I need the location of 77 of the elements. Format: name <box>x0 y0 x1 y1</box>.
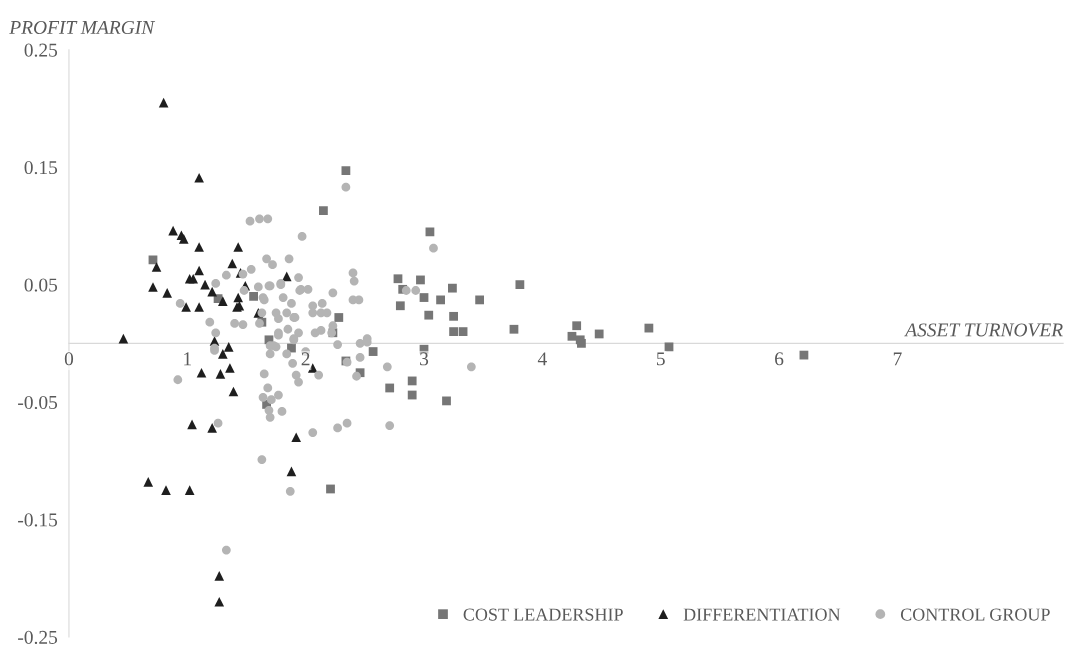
point <box>442 396 451 406</box>
point <box>194 302 204 312</box>
point <box>233 242 244 252</box>
y-axis-title: PROFIT MARGIN <box>9 20 156 35</box>
point <box>196 367 207 378</box>
point <box>385 383 395 393</box>
x-tick-label: 5 <box>656 352 665 366</box>
point <box>188 273 199 284</box>
point <box>194 172 204 183</box>
y-tick-label: -0.25 <box>18 630 58 644</box>
point <box>184 485 195 495</box>
point <box>207 423 217 433</box>
point <box>225 363 235 373</box>
point <box>291 432 301 443</box>
point <box>151 262 162 272</box>
point <box>194 265 204 276</box>
point <box>449 327 458 336</box>
x-tick-label: 6 <box>775 352 784 366</box>
point <box>178 234 189 244</box>
point <box>425 227 435 237</box>
point <box>326 484 335 494</box>
point <box>664 342 674 352</box>
y-tick-label: -0.05 <box>18 395 58 410</box>
point <box>233 292 244 303</box>
point <box>148 282 158 292</box>
point <box>449 311 458 321</box>
x-tick-label: 1 <box>184 352 191 366</box>
point <box>281 271 292 282</box>
point <box>227 258 238 269</box>
legend-label: COST LEADERSHIP <box>463 608 623 621</box>
point <box>509 324 519 334</box>
x-axis-title: ASSET TURNOVER <box>904 323 1063 337</box>
x-tick-label: 3 <box>420 352 429 366</box>
point <box>286 466 297 477</box>
point <box>424 310 434 320</box>
point <box>181 302 191 312</box>
point <box>594 329 604 339</box>
y-tick-label: -0.15 <box>18 513 58 527</box>
point <box>223 342 234 352</box>
y-tick-label: 0.05 <box>24 278 58 292</box>
point <box>218 296 228 306</box>
point <box>458 327 468 336</box>
point <box>407 390 417 400</box>
legend-label: CONTROL GROUP <box>900 608 1050 621</box>
point <box>436 295 445 305</box>
point <box>161 485 171 495</box>
point <box>644 323 654 333</box>
point <box>162 288 172 298</box>
x-tick-label: 0 <box>64 352 74 366</box>
point <box>249 291 258 301</box>
y-tick-label: 0.15 <box>24 161 58 175</box>
point <box>395 301 405 311</box>
point <box>407 376 417 386</box>
point <box>475 295 485 305</box>
point <box>515 280 525 290</box>
point <box>416 275 425 285</box>
point <box>567 331 577 341</box>
point <box>341 166 351 176</box>
x-tick-label: 4 <box>537 352 547 366</box>
point <box>215 369 226 379</box>
y-tick-label: 0.25 <box>24 43 58 57</box>
point <box>319 206 328 216</box>
x-tick-label: 2 <box>301 352 310 366</box>
point <box>187 419 197 430</box>
x-tick-label: 7 <box>893 352 902 366</box>
point <box>419 293 429 302</box>
point <box>194 242 204 252</box>
legend-label: DIFFERENTIATION <box>683 608 841 621</box>
point <box>572 321 582 331</box>
point <box>334 313 344 322</box>
point <box>214 596 225 607</box>
point <box>448 283 457 293</box>
point <box>368 347 378 356</box>
point <box>143 477 154 487</box>
point <box>393 274 403 284</box>
point <box>218 349 228 359</box>
point <box>214 571 225 581</box>
